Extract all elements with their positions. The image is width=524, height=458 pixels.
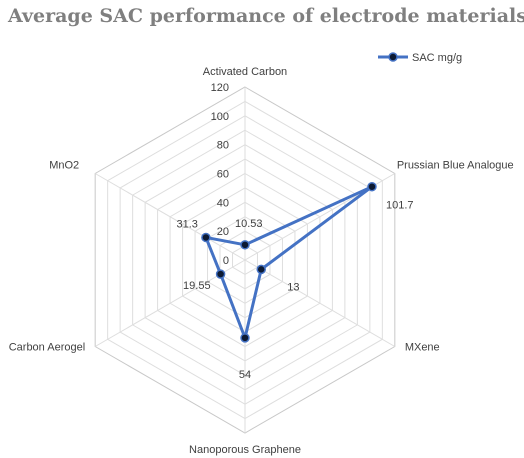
data-label: 13	[287, 281, 299, 293]
radial-tick-label: 100	[211, 111, 229, 123]
category-label: Prussian Blue Analogue	[397, 160, 514, 172]
series-line	[204, 185, 374, 340]
data-point	[201, 232, 211, 243]
axis-spoke	[94, 173, 246, 261]
axis-spoke	[244, 259, 396, 347]
data-label: 19.55	[183, 280, 211, 292]
data-label: 31.3	[176, 218, 197, 230]
radial-tick-label: 20	[217, 226, 229, 238]
radial-tick-label: 40	[217, 197, 229, 209]
radial-tick-label: 120	[211, 82, 229, 94]
category-label: Activated Carbon	[203, 66, 287, 78]
radial-tick-label: 80	[217, 140, 229, 152]
data-label: 10.53	[235, 218, 263, 230]
data-point	[367, 181, 377, 192]
category-label: Carbon Aerogel	[9, 342, 85, 354]
data-label: 54	[239, 369, 251, 381]
radial-tick-label: 0	[223, 255, 229, 267]
data-point	[240, 333, 250, 343]
data-label: 101.7	[386, 200, 414, 212]
category-label: MXene	[405, 342, 440, 354]
legend-label: SAC mg/g	[412, 52, 462, 64]
category-label: MnO2	[49, 160, 79, 172]
legend-marker	[388, 52, 398, 62]
data-point	[215, 269, 226, 279]
data-point	[256, 264, 266, 275]
legend: SAC mg/g	[378, 52, 462, 64]
chart-title: Average SAC performance of electrode mat…	[7, 5, 524, 27]
data-point	[240, 240, 250, 250]
category-label: Nanoporous Graphene	[189, 444, 301, 456]
radial-tick-label: 60	[217, 169, 229, 181]
